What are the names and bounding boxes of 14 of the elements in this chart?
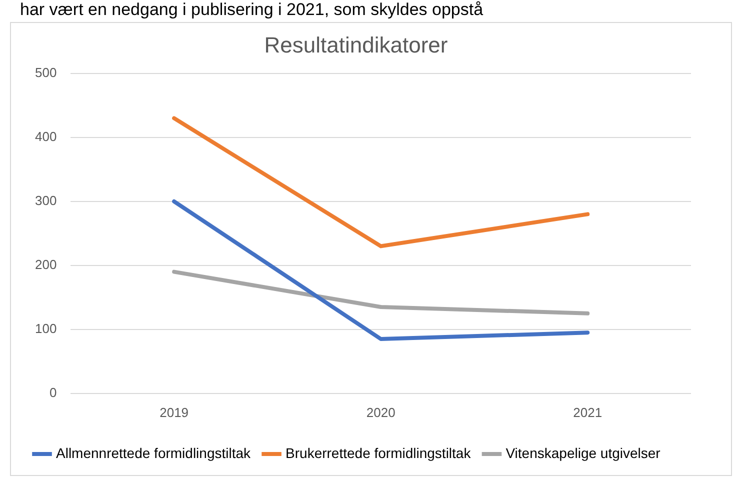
chart-title: Resultatindikatorer [264, 32, 448, 58]
y-tick-label: 200 [34, 256, 57, 272]
y-tick-label: 300 [34, 192, 57, 208]
legend-label: Allmennrettede formidlingstiltak [56, 444, 252, 461]
x-tick-label: 2020 [366, 404, 396, 420]
text: har vært en nedgang i publisering i 2021, som skyldes oppstå [20, 0, 484, 20]
x-tick-label: 2021 [573, 404, 602, 420]
x-tick-label: 2019 [160, 404, 189, 420]
legend-label: Brukerrettede formidlingstiltak [286, 444, 472, 461]
y-tick-label: 0 [49, 384, 57, 400]
legend-label: Vitenskapelige utgivelser [506, 444, 661, 461]
y-tick-label: 400 [34, 128, 57, 144]
y-tick-label: 500 [34, 64, 57, 80]
y-tick-label: 100 [34, 320, 57, 336]
